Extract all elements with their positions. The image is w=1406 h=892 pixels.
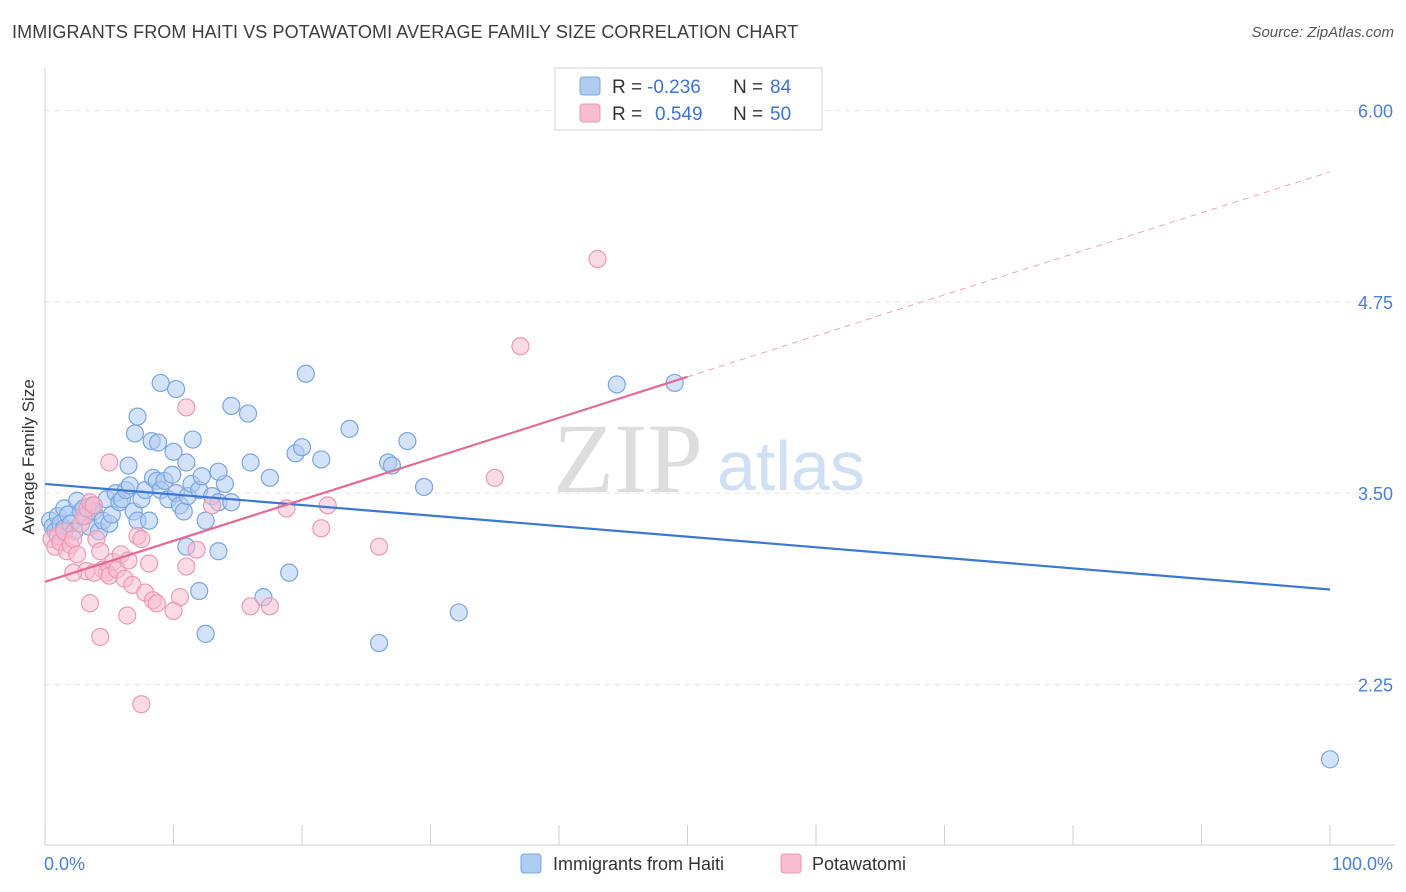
data-point-potawatomi — [100, 453, 119, 472]
data-point-haiti — [260, 468, 279, 487]
data-point-potawatomi — [139, 554, 159, 573]
data-point-potawatomi — [177, 398, 196, 417]
data-point-haiti — [414, 477, 434, 497]
legend-swatch-potawatomi — [579, 103, 601, 123]
y-tick-label: 2.25 — [1358, 675, 1393, 695]
data-point-haiti — [238, 404, 258, 423]
data-point-haiti — [139, 511, 159, 530]
legend-n-value-potawatomi: 50 — [770, 104, 791, 125]
data-point-potawatomi — [84, 496, 103, 515]
data-point-haiti — [607, 375, 626, 394]
data-point-potawatomi — [91, 542, 110, 561]
y-axis-title: Average Family Size — [19, 379, 38, 535]
data-point-haiti — [449, 603, 468, 622]
y-tick-labels: 2.25 3.50 4.75 6.00 — [1358, 102, 1393, 696]
trend-line-haiti — [44, 482, 1331, 591]
trend-line-potawatomi — [44, 375, 688, 583]
data-point-potawatomi — [132, 695, 151, 714]
data-point-haiti — [222, 396, 241, 415]
data-point-potawatomi — [147, 594, 166, 613]
legend: R = -0.236 N = 84 R = 0.549 N = 50 — [554, 67, 823, 131]
data-point-haiti — [163, 465, 182, 484]
trend-line-extension-potawatomi — [687, 171, 1331, 378]
y-tick-label: 4.75 — [1358, 293, 1393, 313]
legend-r-value-haiti: -0.236 — [647, 77, 701, 98]
chart-title: IMMIGRANTS FROM HAITI VS POTAWATOMI AVER… — [12, 22, 799, 42]
data-point-potawatomi — [370, 537, 389, 556]
data-point-potawatomi — [260, 597, 279, 616]
legend-n-label: N = — [733, 77, 763, 98]
bottom-legend-swatch-haiti — [520, 853, 542, 874]
source-label: Source: ZipAtlas.com — [1251, 24, 1394, 41]
data-point-haiti — [209, 542, 228, 561]
data-point-potawatomi — [202, 496, 222, 515]
legend-r-label: R = — [612, 104, 642, 125]
legend-swatch-haiti — [579, 76, 601, 96]
data-point-haiti — [196, 624, 215, 643]
data-point-haiti — [209, 462, 228, 481]
data-point-haiti — [312, 450, 331, 469]
data-point-potawatomi — [80, 594, 100, 613]
x-tick-label-min: 0.0% — [44, 854, 85, 874]
data-point-potawatomi — [91, 627, 110, 647]
legend-n-value-haiti: 84 — [770, 77, 792, 98]
data-point-potawatomi — [241, 597, 260, 616]
data-point-haiti — [1320, 750, 1340, 769]
data-point-haiti — [192, 467, 211, 486]
axes — [44, 68, 1395, 846]
y-tick-label: 3.50 — [1358, 484, 1393, 504]
bottom-legend-label-haiti: Immigrants from Haiti — [553, 854, 724, 874]
data-point-haiti — [174, 502, 193, 521]
data-point-potawatomi — [64, 529, 83, 549]
data-point-haiti — [177, 453, 196, 472]
legend-r-value-potawatomi: 0.549 — [655, 104, 703, 125]
y-tick-label: 6.00 — [1358, 102, 1393, 122]
bottom-legend-label-potawatomi: Potawatomi — [812, 854, 906, 874]
watermark-zip: ZIP — [553, 403, 703, 514]
data-point-haiti — [196, 511, 215, 530]
x-tick-label-max: 100.0% — [1332, 854, 1393, 874]
data-point-haiti — [183, 430, 202, 449]
data-point-haiti — [166, 379, 186, 399]
data-point-haiti — [340, 419, 359, 438]
data-point-haiti — [370, 633, 389, 653]
data-point-potawatomi — [164, 601, 183, 621]
data-point-haiti — [222, 493, 241, 512]
watermark-atlas: atlas — [717, 427, 865, 505]
data-point-haiti — [292, 438, 312, 457]
data-point-potawatomi — [485, 468, 504, 487]
data-point-haiti — [280, 563, 299, 582]
data-point-haiti — [296, 364, 315, 383]
data-point-haiti — [164, 442, 183, 461]
data-point-potawatomi — [318, 496, 337, 515]
data-point-potawatomi — [118, 606, 137, 625]
bottom-legend-swatch-potawatomi — [780, 853, 802, 874]
trend-lines — [44, 171, 1331, 591]
legend-n-label: N = — [733, 104, 763, 125]
grid-lines — [45, 110, 1395, 685]
watermark: ZIP atlas — [553, 403, 865, 514]
data-point-haiti — [151, 373, 170, 393]
data-point-haiti — [128, 407, 147, 426]
data-point-haiti — [125, 424, 145, 443]
series-haiti-points — [41, 364, 1340, 769]
data-point-potawatomi — [177, 557, 196, 576]
data-point-potawatomi — [187, 540, 206, 559]
series-potawatomi-points — [42, 249, 607, 714]
data-point-potawatomi — [588, 249, 607, 269]
bottom-legend: Immigrants from Haiti Potawatomi — [520, 853, 906, 874]
data-point-potawatomi — [68, 545, 87, 564]
data-point-potawatomi — [312, 519, 331, 538]
data-point-haiti — [241, 453, 260, 472]
data-point-haiti — [398, 431, 417, 451]
data-point-potawatomi — [511, 337, 530, 356]
data-point-potawatomi — [132, 529, 151, 549]
x-tick-labels: 0.0% 100.0% — [44, 854, 1393, 874]
data-point-haiti — [119, 456, 138, 475]
legend-r-label: R = — [612, 77, 642, 98]
data-point-haiti — [148, 433, 168, 452]
data-point-haiti — [190, 581, 209, 601]
